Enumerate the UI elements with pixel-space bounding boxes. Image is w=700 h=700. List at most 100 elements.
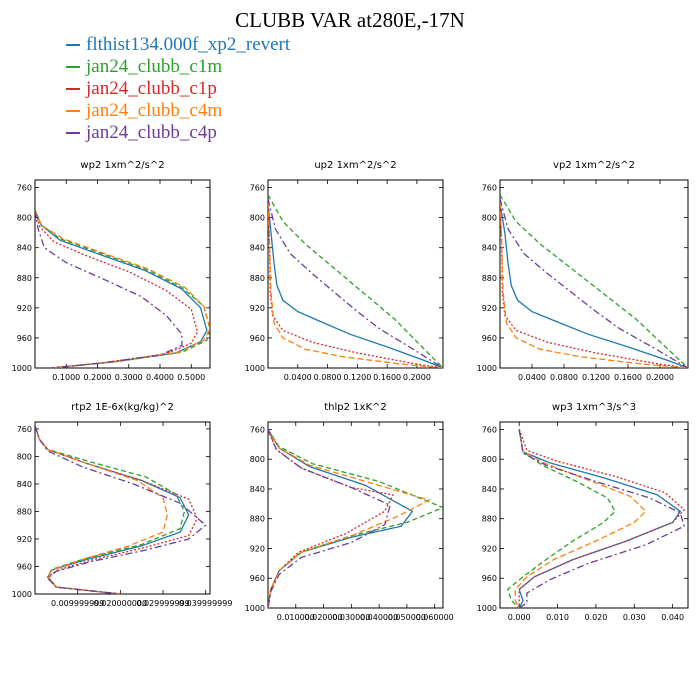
y-tick-label: 760 — [482, 425, 497, 434]
y-tick-label: 920 — [17, 535, 32, 544]
legend-label: jan24_clubb_c4p — [86, 122, 217, 143]
y-tick-label: 920 — [250, 304, 265, 313]
series-line — [500, 194, 688, 368]
legend-item: jan24_clubb_c4p — [66, 122, 290, 144]
series-line — [268, 202, 443, 368]
y-tick-label: 920 — [17, 304, 32, 313]
y-tick-label: 880 — [250, 274, 265, 283]
x-tick-label: 0.1000 — [52, 373, 80, 382]
y-tick-label: 920 — [250, 544, 265, 553]
x-tick-label: 0.060000 — [416, 613, 454, 622]
figure-title: CLUBB VAR at280E,-17N — [235, 8, 465, 32]
x-tick-label: 0.1200 — [582, 373, 610, 382]
series-line — [518, 429, 685, 608]
panel-title: vp2 1xm^2/s^2 — [553, 160, 635, 171]
y-tick-label: 760 — [250, 425, 265, 434]
y-tick-label: 840 — [17, 480, 32, 489]
x-tick-label: 0.1200 — [343, 373, 371, 382]
x-tick-label: 0.010 — [546, 613, 569, 622]
series-line — [268, 194, 443, 368]
x-tick-label: 0.4000 — [146, 373, 174, 382]
plot-frame — [267, 179, 444, 369]
panel-title: rtp2 1E-6x(kg/kg)^2 — [71, 402, 174, 413]
y-tick-label: 960 — [482, 574, 497, 583]
y-tick-label: 760 — [482, 184, 497, 193]
legend-line-icon — [66, 44, 80, 46]
x-tick-label: 0.040000 — [360, 613, 398, 622]
plot-frame — [34, 179, 211, 369]
y-tick-label: 880 — [17, 274, 32, 283]
legend-item: flthist134.000f_xp2_revert — [66, 34, 290, 56]
x-tick-label: 0.020000 — [304, 613, 342, 622]
series-line — [35, 425, 186, 594]
legend-line-icon — [66, 132, 80, 134]
chart-panel: wp2 1xm^2/s^2 760 800 840 880 920 960 1000 0.100… — [12, 160, 211, 382]
x-tick-label: 0.050000 — [388, 613, 426, 622]
series-line — [268, 429, 391, 608]
x-tick-label: 0.000 — [508, 613, 531, 622]
series-line — [268, 429, 431, 608]
y-tick-label: 800 — [17, 452, 32, 461]
x-tick-label: 0.029999999 — [136, 599, 189, 608]
series-line — [500, 198, 688, 368]
legend-label: flthist134.000f_xp2_revert — [86, 34, 291, 55]
y-tick-label: 880 — [250, 515, 265, 524]
series-line — [268, 202, 443, 368]
y-tick-label: 800 — [482, 455, 497, 464]
x-tick-label: 0.040 — [661, 613, 684, 622]
y-tick-label: 1000 — [477, 364, 497, 373]
x-tick-label: 0.2000 — [646, 373, 674, 382]
legend-item: jan24_clubb_c1m — [66, 56, 290, 78]
y-tick-label: 760 — [17, 184, 32, 193]
panel-title: wp2 1xm^2/s^2 — [80, 160, 164, 171]
y-tick-label: 880 — [17, 507, 32, 516]
x-tick-label: 0.009999999 — [51, 599, 104, 608]
x-tick-label: 0.0800 — [550, 373, 578, 382]
series-line — [35, 209, 210, 368]
x-tick-label: 0.2000 — [403, 373, 431, 382]
x-tick-label: 0.030000 — [332, 613, 370, 622]
chart-panel: vp2 1xm^2/s^2 760 800 840 880 920 960 1000 0.040… — [477, 160, 689, 382]
series-line — [35, 209, 183, 368]
legend-line-icon — [66, 88, 80, 90]
y-tick-label: 840 — [250, 244, 265, 253]
y-tick-label: 1000 — [12, 364, 32, 373]
legend-label: jan24_clubb_c4m — [86, 100, 223, 121]
x-tick-label: 0.2000 — [84, 373, 112, 382]
legend-line-icon — [66, 110, 80, 112]
series-line — [518, 429, 682, 608]
legend-label: jan24_clubb_c1p — [86, 78, 217, 99]
plot-frame — [34, 421, 211, 595]
series-line — [500, 202, 688, 368]
chart-panel: thlp2 1xK^2 760 800 840 880 920 960 1000 0.01000… — [245, 402, 454, 622]
y-tick-label: 1000 — [12, 590, 32, 599]
y-tick-label: 920 — [482, 304, 497, 313]
x-tick-label: 0.010000 — [277, 613, 315, 622]
y-tick-label: 1000 — [477, 604, 497, 613]
x-tick-label: 0.1600 — [373, 373, 401, 382]
y-tick-label: 800 — [482, 214, 497, 223]
chart-panel: up2 1xm^2/s^2 760 800 840 880 920 960 1000 0.040… — [245, 160, 444, 382]
x-tick-label: 0.3000 — [115, 373, 143, 382]
legend-label: jan24_clubb_c1m — [86, 56, 223, 77]
series-line — [35, 209, 208, 368]
y-tick-label: 840 — [250, 485, 265, 494]
plot-frame — [499, 421, 689, 609]
series-line — [35, 425, 168, 594]
series-line — [35, 425, 198, 594]
legend-line-icon — [66, 66, 80, 68]
y-tick-label: 880 — [482, 515, 497, 524]
y-tick-label: 960 — [250, 574, 265, 583]
plot-frame — [499, 179, 689, 369]
y-tick-label: 880 — [482, 274, 497, 283]
y-tick-label: 800 — [250, 455, 265, 464]
plot-frame — [267, 421, 444, 609]
x-tick-label: 0.0400 — [518, 373, 546, 382]
y-tick-label: 760 — [17, 425, 32, 434]
series-line — [35, 425, 207, 594]
y-tick-label: 920 — [482, 544, 497, 553]
panel-title: up2 1xm^2/s^2 — [314, 160, 396, 171]
x-tick-label: 0.1600 — [614, 373, 642, 382]
x-tick-label: 0.030 — [623, 613, 646, 622]
